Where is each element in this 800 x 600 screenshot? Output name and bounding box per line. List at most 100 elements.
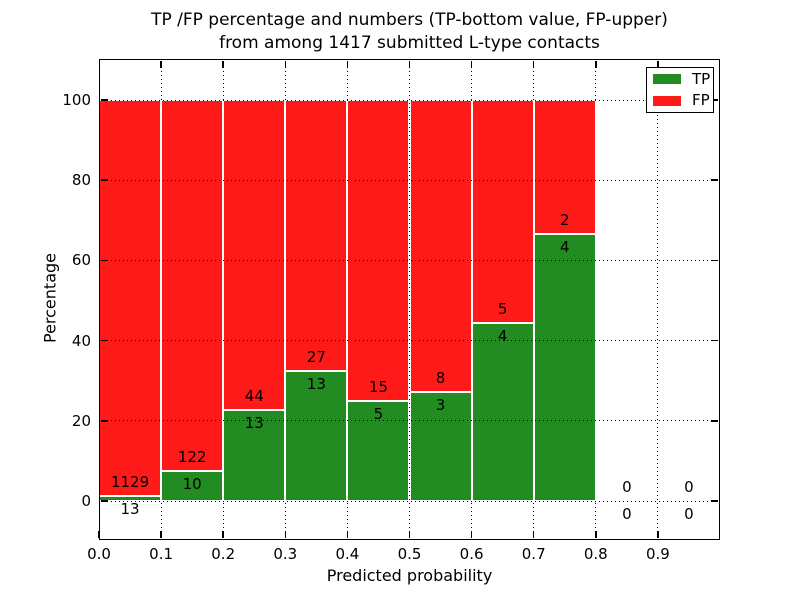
x-tick-mark [408, 531, 411, 539]
x-tick-mark [222, 531, 224, 539]
x-tick-mark [657, 531, 659, 539]
gridline-horizontal [99, 179, 720, 181]
legend-entry-fp: FP [647, 90, 713, 111]
bar-segment-tp [161, 470, 224, 501]
x-tick-label: 0.8 [583, 545, 608, 563]
chart-title: TP /FP percentage and numbers (TP-bottom… [99, 9, 720, 55]
bar-segment-fp [161, 100, 224, 471]
y-tick-mark-right [711, 339, 719, 342]
bar-segment-tp [347, 400, 410, 501]
gridline-horizontal [99, 259, 720, 261]
bar-segment-fp [223, 100, 286, 410]
x-tick-mark [532, 531, 535, 539]
x-tick-label: 0.0 [87, 545, 111, 563]
x-tick-mark [346, 531, 349, 539]
x-tick-mark [284, 531, 287, 539]
bar-segment-tp [533, 233, 596, 501]
y-tick-mark [100, 259, 108, 262]
x-tick-mark [98, 531, 100, 539]
tp-count-label: 4 [559, 237, 570, 256]
y-tick-mark-right [711, 99, 719, 101]
bar-segment-fp [347, 100, 410, 401]
legend-entry-tp: TP [647, 69, 713, 90]
x-tick-label: 0.1 [149, 545, 174, 563]
x-tick-label: 0.6 [459, 545, 484, 563]
chart-title-line1: TP /FP percentage and numbers (TP-bottom… [151, 10, 668, 30]
legend-label-fp: FP [692, 91, 710, 110]
x-tick-label: 0.3 [273, 545, 298, 563]
chart-title-line2: from among 1417 submitted L-type contact… [219, 33, 600, 53]
bar-segment-tp [409, 391, 472, 501]
tp-count-label: 3 [435, 395, 446, 414]
x-tick-mark-top [408, 60, 411, 68]
tp-count-label: 13 [306, 374, 326, 393]
legend-label-tp: TP [692, 69, 711, 88]
bar-segment-tp [285, 370, 348, 501]
fp-count-label: 122 [177, 447, 207, 466]
x-tick-mark-top [222, 60, 224, 68]
y-tick-mark [100, 179, 108, 181]
bar-segment-fp [409, 100, 472, 392]
x-tick-mark-top [470, 60, 473, 68]
y-tick-mark-right [711, 420, 719, 422]
tp-count-label: 13 [244, 413, 264, 432]
y-tick-mark-right [711, 259, 719, 262]
x-tick-label: 0.5 [397, 545, 422, 563]
y-tick-label: 40 [71, 331, 91, 350]
y-tick-mark [100, 99, 108, 101]
y-tick-label: 80 [71, 171, 91, 190]
tp-count-label: 4 [497, 326, 508, 345]
gridline-horizontal [99, 340, 720, 342]
fp-count-label: 8 [435, 368, 446, 387]
fp-count-label: 27 [306, 347, 326, 366]
x-tick-label: 0.7 [521, 545, 546, 563]
x-tick-label: 0.4 [335, 545, 360, 563]
tp-count-label: 13 [120, 500, 140, 519]
fp-count-label: 15 [368, 377, 388, 396]
x-tick-mark-top [657, 60, 659, 68]
fp-count-label: 44 [244, 386, 264, 405]
bar-segment-fp [471, 100, 534, 323]
gridline-vertical [657, 59, 659, 540]
gridline-horizontal [99, 500, 720, 502]
x-tick-label: 0.2 [211, 545, 236, 563]
tp-count-label: 0 [622, 505, 632, 523]
fp-swatch-icon [653, 95, 681, 106]
y-tick-label: 20 [71, 411, 91, 430]
y-tick-mark [100, 500, 108, 502]
y-tick-mark [100, 339, 108, 342]
bar-segment-fp [99, 100, 162, 497]
fp-count-label: 5 [497, 299, 508, 318]
y-tick-mark-right [711, 179, 719, 181]
x-tick-mark [595, 531, 597, 539]
bar-segment-tp [223, 409, 286, 501]
x-tick-mark-top [532, 60, 535, 68]
fp-count-label: 0 [684, 478, 694, 496]
x-tick-mark [160, 531, 162, 539]
gridline-vertical [595, 59, 597, 540]
tp-count-label: 5 [373, 404, 384, 423]
gridline-horizontal [99, 420, 720, 422]
x-tick-mark-top [160, 60, 162, 68]
y-tick-label: 0 [81, 492, 91, 510]
gridline-horizontal [99, 99, 720, 101]
x-tick-mark-top [346, 60, 349, 68]
fp-count-label: 2 [559, 210, 570, 229]
tp-count-label: 10 [182, 474, 202, 493]
y-tick-label: 60 [71, 251, 91, 270]
tp-swatch-icon [653, 74, 681, 85]
x-tick-mark-top [595, 60, 597, 68]
x-tick-mark [470, 531, 473, 539]
fp-count-label: 0 [622, 478, 632, 496]
legend: TP FP [646, 67, 714, 113]
bar-segment-tp [471, 322, 534, 501]
y-tick-mark-right [711, 500, 719, 502]
x-tick-mark-top [284, 60, 287, 68]
y-tick-mark [100, 420, 108, 422]
x-axis-label: Predicted probability [326, 566, 493, 585]
bar-segment-fp [285, 100, 348, 371]
tp-count-label: 0 [684, 505, 694, 523]
fp-count-label: 1129 [110, 473, 150, 492]
y-tick-label: 100 [62, 91, 91, 109]
